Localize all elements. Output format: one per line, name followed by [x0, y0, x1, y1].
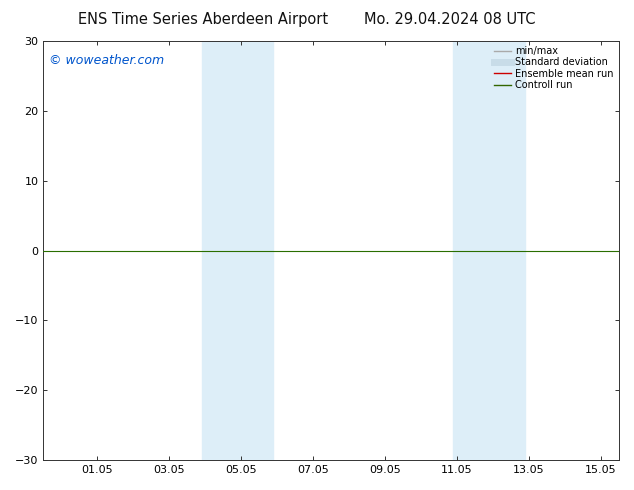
Bar	[202, 41, 238, 460]
Text: Mo. 29.04.2024 08 UTC: Mo. 29.04.2024 08 UTC	[365, 12, 536, 27]
Bar	[238, 41, 273, 460]
Bar	[489, 41, 525, 460]
Text: ENS Time Series Aberdeen Airport: ENS Time Series Aberdeen Airport	[78, 12, 328, 27]
Bar	[453, 41, 489, 460]
Legend: min/max, Standard deviation, Ensemble mean run, Controll run: min/max, Standard deviation, Ensemble me…	[492, 44, 616, 92]
Text: © woweather.com: © woweather.com	[49, 53, 164, 67]
